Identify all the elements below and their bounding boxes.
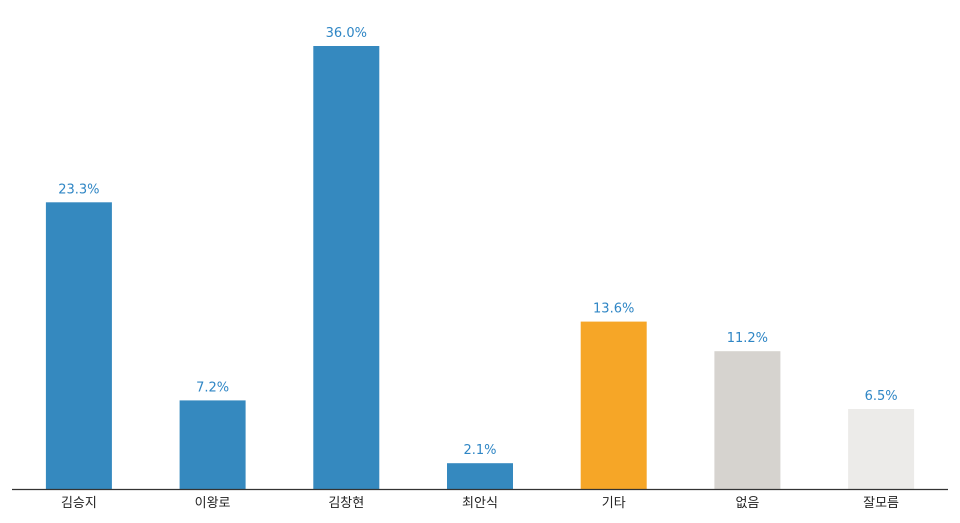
value-labels-group: 23.3% 7.2% 36.0% 2.1% 13.6% 11.2% 6.5% bbox=[58, 26, 897, 458]
value-label-7: 6.5% bbox=[865, 389, 898, 404]
value-label-1: 23.3% bbox=[58, 182, 99, 197]
bar-2 bbox=[179, 400, 246, 489]
category-label-1: 김승지 bbox=[61, 496, 97, 511]
bars-group bbox=[45, 46, 915, 490]
bar-7 bbox=[848, 409, 915, 489]
category-label-6: 없음 bbox=[735, 496, 759, 511]
category-label-7: 잘모름 bbox=[863, 496, 899, 511]
value-label-4: 2.1% bbox=[463, 443, 496, 458]
category-label-3: 김창현 bbox=[328, 496, 364, 511]
bar-1 bbox=[45, 202, 112, 490]
bar-3 bbox=[313, 46, 380, 489]
value-label-6: 11.2% bbox=[727, 331, 768, 346]
category-label-5: 기타 bbox=[602, 496, 626, 511]
value-label-2: 7.2% bbox=[196, 380, 229, 395]
bar-6 bbox=[714, 351, 781, 489]
bar-4 bbox=[447, 463, 513, 489]
bar-5 bbox=[580, 321, 647, 489]
value-label-5: 13.6% bbox=[593, 302, 634, 317]
value-label-3: 36.0% bbox=[326, 26, 367, 41]
category-label-4: 최안식 bbox=[462, 496, 498, 511]
category-label-2: 이왕로 bbox=[195, 496, 231, 511]
category-labels-group: 김승지 이왕로 김창현 최안식 기타 없음 잘모름 bbox=[61, 496, 899, 511]
